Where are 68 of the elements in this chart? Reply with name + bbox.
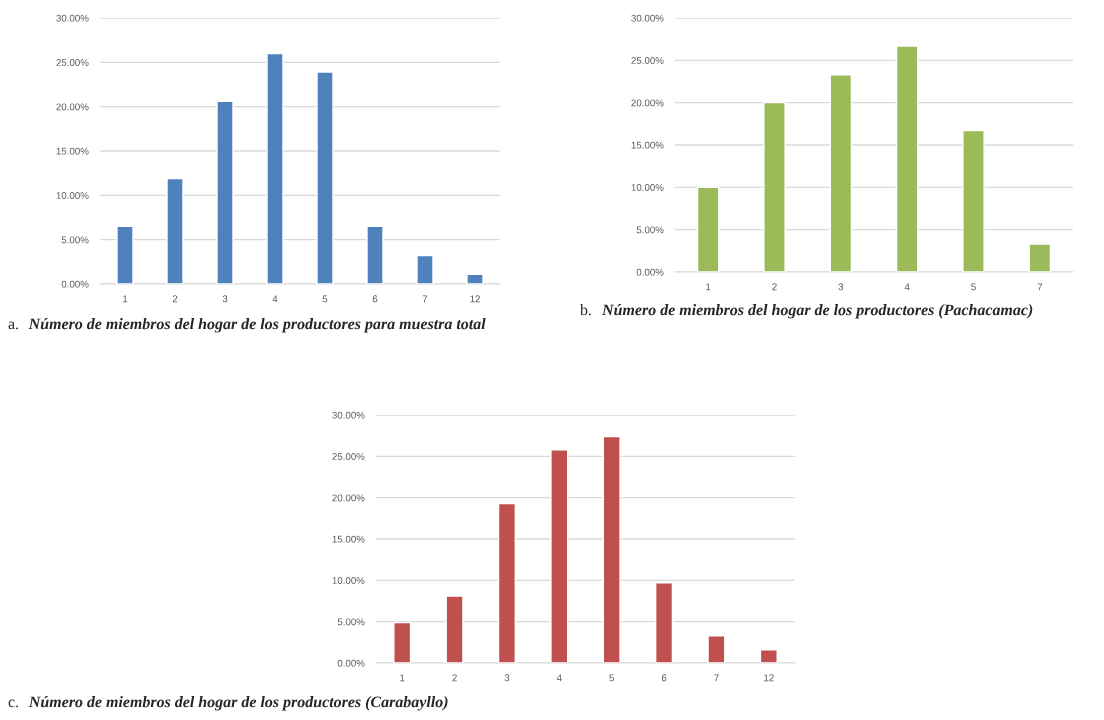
bar (416, 254, 434, 284)
bar (895, 45, 919, 272)
x-tick-label: 7 (714, 674, 719, 682)
y-tick-label: 20.00% (631, 99, 664, 107)
y-tick-label: 25.00% (332, 453, 365, 460)
y-tick-label: 0.00% (337, 659, 365, 667)
bar (166, 177, 184, 284)
bar (550, 449, 569, 663)
y-tick-label: 0.00% (61, 280, 89, 288)
x-tick-label: 3 (222, 295, 228, 303)
x-tick-label: 1 (706, 283, 711, 291)
x-tick-label: 4 (272, 295, 278, 303)
y-tick-label: 0.00% (636, 268, 664, 276)
x-tick-label: 7 (1037, 283, 1043, 291)
y-tick-label: 15.00% (631, 141, 664, 149)
x-tick-label: 1 (400, 674, 405, 682)
text: a. Número de miembros del hogar de los productores para muestra total (8, 318, 486, 333)
bar (466, 273, 484, 284)
y-tick-label: 25.00% (56, 59, 89, 66)
bar (962, 129, 985, 272)
x-tick-label: 6 (372, 295, 378, 303)
bar (393, 621, 412, 663)
y-tick-label: 10.00% (332, 577, 365, 584)
x-tick-label: 4 (556, 674, 562, 682)
bar (266, 52, 284, 284)
y-tick-label: 20.00% (56, 103, 89, 111)
x-tick-label: 4 (904, 283, 910, 291)
y-tick-label: 25.00% (631, 57, 664, 64)
x-tick-label: 5 (609, 674, 614, 682)
y-tick-label: 15.00% (332, 535, 365, 543)
bar (445, 595, 464, 663)
x-tick-label: 5 (971, 283, 976, 291)
bar (497, 502, 517, 663)
text: c. Número de miembros del hogar de los productores (Carabayllo) (8, 696, 448, 711)
y-tick-label: 5.00% (636, 226, 664, 234)
x-tick-label: 1 (123, 295, 128, 303)
y-tick-label: 30.00% (631, 14, 664, 22)
x-tick-label: 2 (172, 295, 178, 303)
y-tick-label: 15.00% (56, 147, 89, 155)
bar (316, 71, 334, 284)
y-tick-label: 20.00% (332, 494, 365, 502)
x-tick-label: 12 (470, 295, 480, 303)
y-tick-label: 30.00% (332, 411, 365, 419)
bar (602, 435, 621, 663)
bar (763, 101, 786, 272)
x-tick-label: 2 (452, 674, 457, 682)
bar (366, 225, 384, 284)
bar (707, 635, 726, 663)
x-tick-label: 3 (504, 674, 510, 682)
bar (696, 186, 720, 272)
x-tick-label: 6 (661, 674, 667, 682)
bar (654, 582, 674, 663)
y-tick-label: 10.00% (631, 184, 664, 191)
x-tick-label: 12 (764, 674, 774, 682)
bar (216, 100, 234, 284)
x-tick-label: 5 (322, 295, 328, 303)
x-tick-label: 7 (422, 295, 428, 303)
bar (116, 225, 134, 284)
bar (1028, 243, 1052, 272)
x-tick-label: 3 (838, 283, 844, 291)
bar (759, 649, 778, 663)
y-tick-label: 5.00% (337, 618, 365, 626)
y-tick-label: 10.00% (56, 192, 89, 199)
y-tick-label: 5.00% (61, 236, 89, 244)
text: b. Número de miembros del hogar de los productores (Pachacamac) (580, 304, 1033, 319)
x-tick-label: 2 (772, 283, 777, 291)
bar (829, 74, 853, 272)
y-tick-label: 30.00% (56, 14, 89, 22)
